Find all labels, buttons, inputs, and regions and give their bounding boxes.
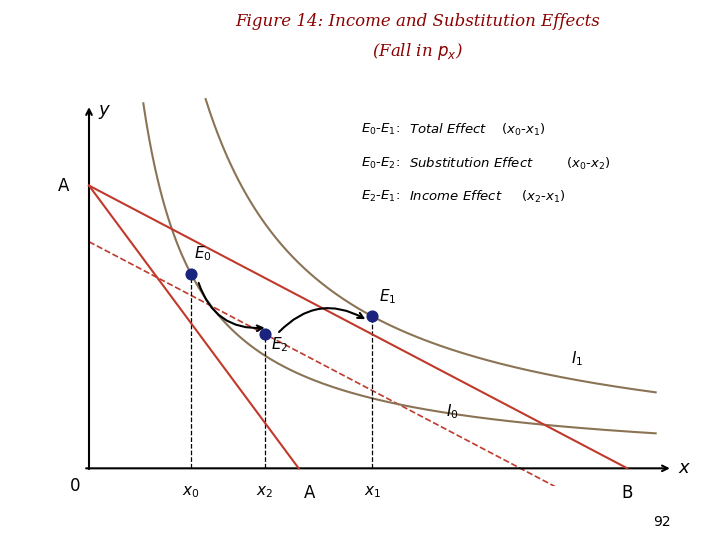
Text: $\it{Substitution\ Effect}$: $\it{Substitution\ Effect}$ [409,156,534,170]
Point [185,269,197,278]
Text: $x_2$: $x_2$ [256,484,273,500]
Text: ($x_0$-$x_1$): ($x_0$-$x_1$) [497,122,545,138]
Text: $E_2$: $E_2$ [271,336,289,354]
Text: $I_1$: $I_1$ [571,349,583,368]
Text: $E_2$-$E_1$:: $E_2$-$E_1$: [361,189,402,204]
Text: $\it{Income\ Effect}$: $\it{Income\ Effect}$ [409,189,503,203]
Point [366,312,378,321]
Text: $E_1$: $E_1$ [379,288,397,306]
Text: $x$: $x$ [678,460,692,477]
Text: ($x_2$-$x_1$): ($x_2$-$x_1$) [517,189,565,205]
Text: $E_0$-$E_2$:: $E_0$-$E_2$: [361,156,402,171]
Text: A: A [58,177,69,194]
Point [259,330,271,339]
Text: A: A [305,484,315,502]
Text: $E_0$: $E_0$ [194,245,212,264]
Text: 0: 0 [70,477,81,495]
Text: $I_0$: $I_0$ [446,402,459,421]
Text: $E_0$-$E_1$:: $E_0$-$E_1$: [361,122,402,137]
Text: $x_1$: $x_1$ [364,484,381,500]
Text: (Fall in $p_x$): (Fall in $p_x$) [372,40,463,62]
Text: ($x_0$-$x_2$): ($x_0$-$x_2$) [562,156,611,172]
Text: $y$: $y$ [97,103,111,120]
Text: Figure 14: Income and Substitution Effects: Figure 14: Income and Substitution Effec… [235,14,600,30]
Text: B: B [621,484,633,502]
Text: 92: 92 [654,515,671,529]
Text: $\it{Total\ Effect}$: $\it{Total\ Effect}$ [409,122,487,136]
Text: $x_0$: $x_0$ [182,484,199,500]
